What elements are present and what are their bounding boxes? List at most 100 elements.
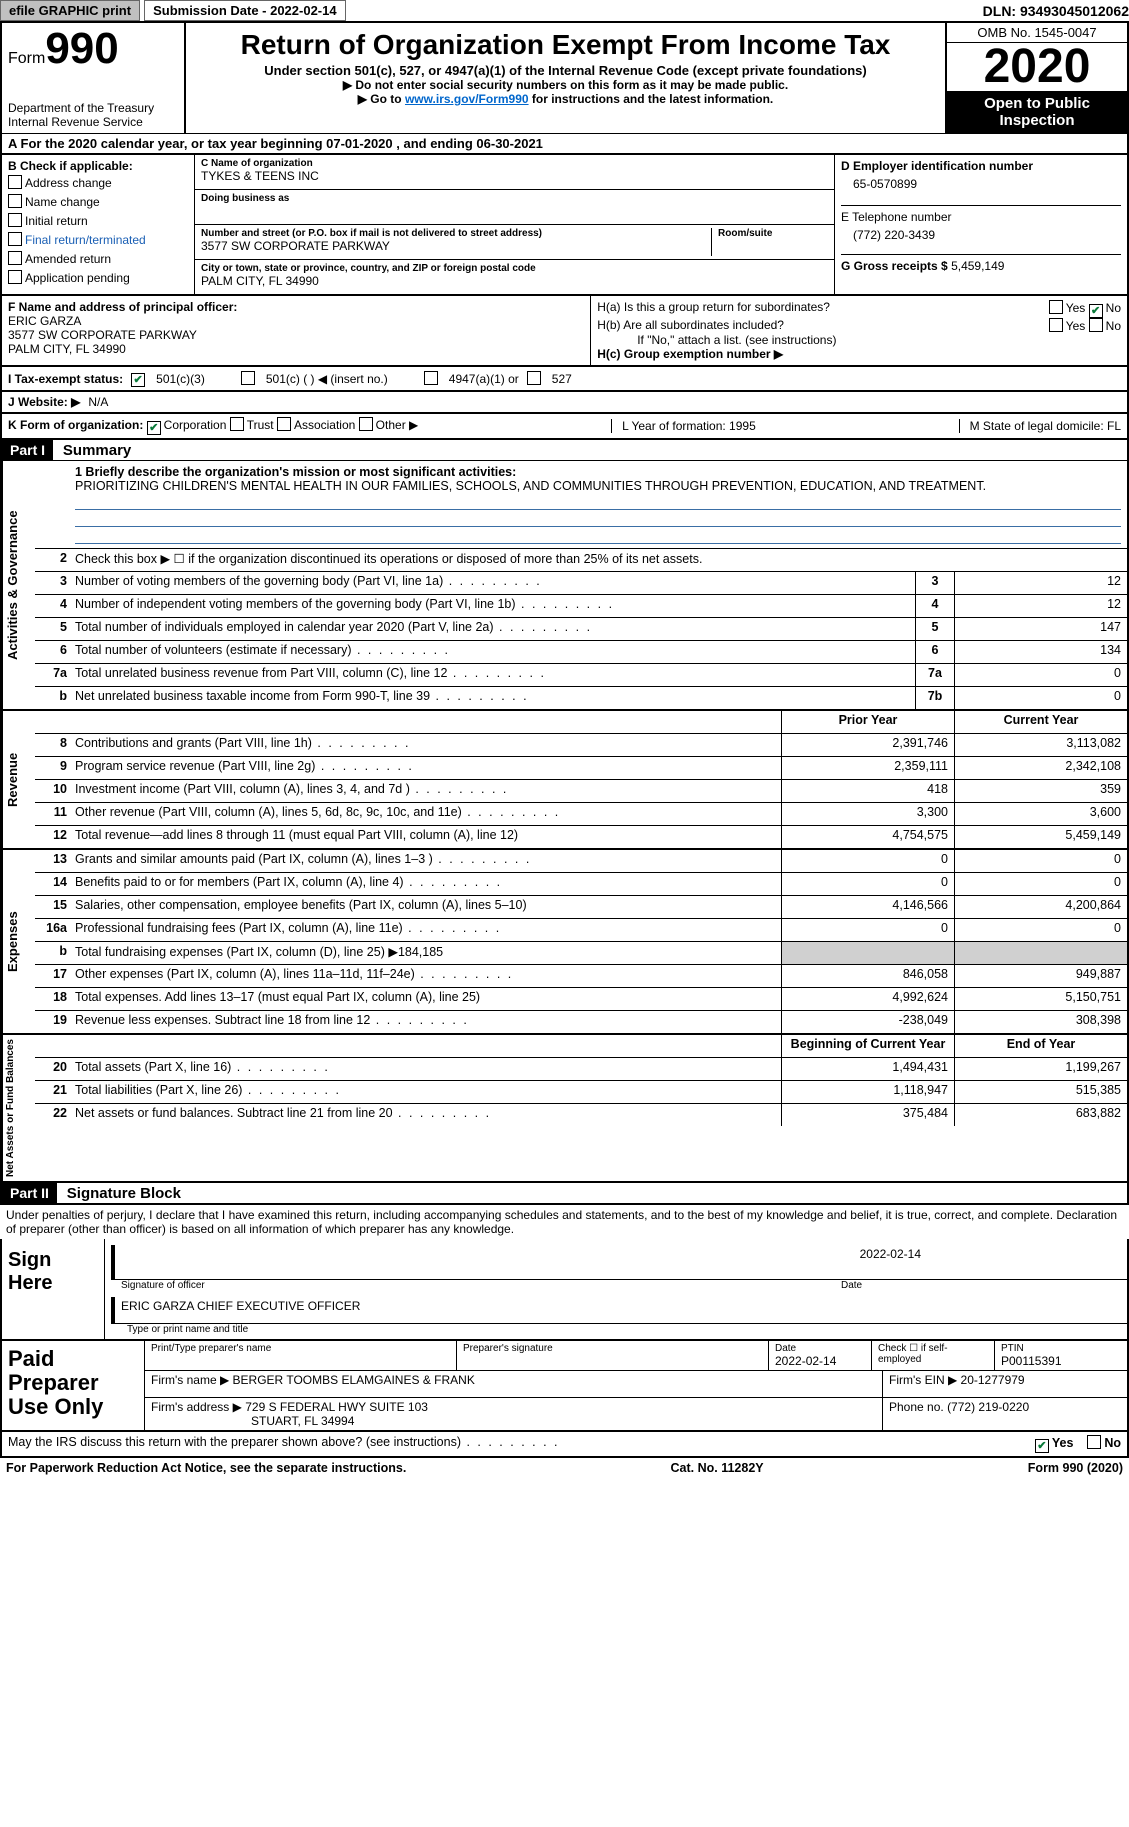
l16ac: 0 — [954, 919, 1127, 941]
top-bar: efile GRAPHIC print Submission Date - 20… — [0, 0, 1129, 21]
hb-yes-cb[interactable] — [1049, 319, 1066, 333]
l19n: 19 — [35, 1011, 71, 1033]
l10n: 10 — [35, 780, 71, 802]
ha-no-cb[interactable] — [1089, 301, 1106, 315]
l13n: 13 — [35, 850, 71, 872]
l19p: -238,049 — [781, 1011, 954, 1033]
f-label: F Name and address of principal officer: — [8, 300, 584, 314]
cb-amended[interactable] — [8, 252, 25, 266]
l22p: 375,484 — [781, 1104, 954, 1126]
title-box: Return of Organization Exempt From Incom… — [186, 23, 945, 133]
l19d: Revenue less expenses. Subtract line 18 … — [71, 1011, 781, 1033]
cb-app-pending[interactable] — [8, 271, 25, 285]
revenue-section: Revenue Prior YearCurrent Year 8Contribu… — [2, 709, 1127, 848]
irs-link[interactable]: www.irs.gov/Form990 — [405, 92, 529, 106]
mission-text: PRIORITIZING CHILDREN'S MENTAL HEALTH IN… — [75, 479, 1121, 493]
org-info: C Name of organization TYKES & TEENS INC… — [195, 155, 835, 294]
cb-name-change[interactable] — [8, 195, 25, 209]
hc-question: H(c) Group exemption number ▶ — [597, 347, 1121, 361]
form-number: 990 — [45, 24, 118, 73]
hb-no: No — [1106, 319, 1121, 333]
org-name: TYKES & TEENS INC — [201, 169, 828, 183]
year-formation: L Year of formation: 1995 — [611, 419, 766, 433]
opt-4947: 4947(a)(1) or — [449, 372, 519, 386]
tax-year-range: A For the 2020 calendar year, or tax yea… — [0, 133, 1129, 155]
l6b: 6 — [915, 641, 954, 663]
l8n: 8 — [35, 734, 71, 756]
cb-4947[interactable] — [424, 371, 441, 386]
part1-title: Summary — [57, 440, 137, 461]
hb-yes: Yes — [1066, 319, 1086, 333]
self-emp-lbl: Check ☐ if self-employed — [872, 1341, 995, 1370]
opt-527: 527 — [552, 372, 572, 386]
l17p: 846,058 — [781, 965, 954, 987]
cb-initial-return[interactable] — [8, 214, 25, 228]
cb-trust[interactable] — [230, 418, 247, 432]
l8d: Contributions and grants (Part VIII, lin… — [71, 734, 781, 756]
cb-527[interactable] — [527, 371, 544, 386]
cb-corp[interactable] — [147, 418, 164, 432]
city-label: City or town, state or province, country… — [201, 263, 828, 274]
l21n: 21 — [35, 1081, 71, 1103]
side-governance: Activities & Governance — [2, 461, 35, 709]
l3b: 3 — [915, 572, 954, 594]
efile-print-button[interactable]: efile GRAPHIC print — [0, 0, 140, 21]
l20p: 1,494,431 — [781, 1058, 954, 1080]
l13c: 0 — [954, 850, 1127, 872]
l11p: 3,300 — [781, 803, 954, 825]
principal-officer: F Name and address of principal officer:… — [2, 296, 591, 365]
lbl-amended: Amended return — [25, 252, 111, 266]
l4d: Number of independent voting members of … — [71, 595, 915, 617]
hdr-prior: Prior Year — [781, 711, 954, 733]
firm-addr-lbl: Firm's address ▶ — [151, 1400, 242, 1414]
l9c: 2,342,108 — [954, 757, 1127, 779]
opt-501c3: 501(c)(3) — [156, 372, 205, 386]
discuss-no-cb[interactable] — [1087, 1436, 1104, 1450]
l16bd: Total fundraising expenses (Part IX, col… — [71, 942, 781, 964]
page-footer: For Paperwork Reduction Act Notice, see … — [0, 1458, 1129, 1478]
l7ad: Total unrelated business revenue from Pa… — [71, 664, 915, 686]
j-label: J Website: ▶ — [8, 395, 80, 409]
cb-501c3[interactable] — [131, 370, 148, 387]
lbl-app-pending: Application pending — [25, 271, 130, 285]
phone-val: (772) 219-0220 — [947, 1400, 1029, 1414]
part2-title: Signature Block — [61, 1183, 187, 1204]
tax-exempt-status: I Tax-exempt status: 501(c)(3) 501(c) ( … — [0, 367, 1129, 392]
l18d: Total expenses. Add lines 13–17 (must eq… — [71, 988, 781, 1010]
cb-final-return[interactable] — [8, 233, 25, 247]
hb-no-cb[interactable] — [1089, 319, 1106, 333]
penalty-statement: Under penalties of perjury, I declare th… — [0, 1205, 1129, 1239]
l16ad: Professional fundraising fees (Part IX, … — [71, 919, 781, 941]
sig-officer-label: Signature of officer — [111, 1280, 841, 1291]
l16bp — [781, 942, 954, 964]
l6n: 6 — [35, 641, 71, 663]
l22c: 683,882 — [954, 1104, 1127, 1126]
l6v: 134 — [954, 641, 1127, 663]
l16bn: b — [35, 942, 71, 964]
l12d: Total revenue—add lines 8 through 11 (mu… — [71, 826, 781, 848]
group-return: H(a) Is this a group return for subordin… — [591, 296, 1127, 365]
l15c: 4,200,864 — [954, 896, 1127, 918]
open-to-public: Open to Public Inspection — [947, 91, 1127, 133]
firm-ein-lbl: Firm's EIN ▶ — [889, 1373, 957, 1387]
l13p: 0 — [781, 850, 954, 872]
l4n: 4 — [35, 595, 71, 617]
cb-501c[interactable] — [241, 371, 258, 386]
cb-address-change[interactable] — [8, 176, 25, 190]
opt-trust: Trust — [247, 418, 274, 432]
subtitle-3: ▶ Go to www.irs.gov/Form990 for instruct… — [190, 92, 941, 106]
tel-label: E Telephone number — [841, 205, 1121, 224]
cb-assoc[interactable] — [277, 418, 294, 432]
l7ab: 7a — [915, 664, 954, 686]
officer-addr1: 3577 SW CORPORATE PARKWAY — [8, 328, 584, 342]
ein-value: 65-0570899 — [841, 173, 1121, 205]
firm-ein: 20-1277979 — [961, 1373, 1025, 1387]
paid-preparer-block: Paid Preparer Use Only Print/Type prepar… — [0, 1341, 1129, 1432]
officer-name-title: ERIC GARZA CHIEF EXECUTIVE OFFICER — [121, 1299, 360, 1321]
prep-date: 2022-02-14 — [775, 1354, 865, 1368]
l20d: Total assets (Part X, line 16) — [71, 1058, 781, 1080]
l6d: Total number of volunteers (estimate if … — [71, 641, 915, 663]
ha-yes-cb[interactable] — [1049, 301, 1066, 315]
cb-other[interactable] — [359, 418, 376, 432]
discuss-yes-cb[interactable] — [1035, 1436, 1052, 1450]
